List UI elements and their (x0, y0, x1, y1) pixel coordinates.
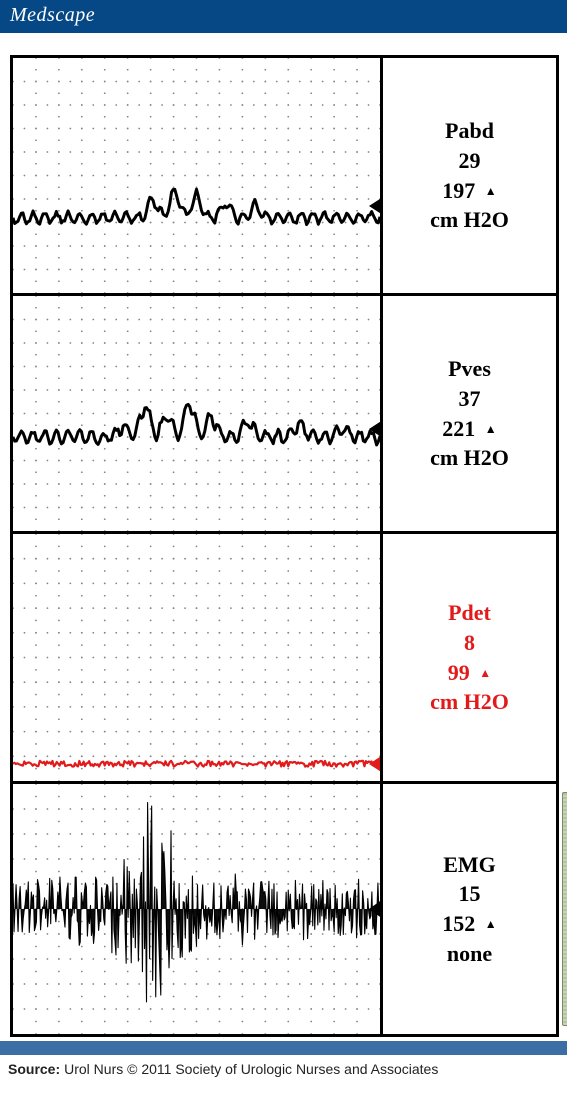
plot-pdet: 1000 (13, 534, 383, 781)
panel-name: Pdet (448, 598, 491, 628)
panel-value: 15 (459, 879, 481, 909)
marker-triangle-icon (369, 420, 383, 438)
source-text: Urol Nurs © 2011 Society of Urologic Nur… (64, 1061, 438, 1077)
caret-up-icon: ▲ (485, 183, 497, 199)
marker-triangle-icon (369, 755, 383, 773)
panel-peak: 152 ▲ (442, 909, 496, 939)
panel-name: Pabd (445, 116, 494, 146)
scrollbar[interactable] (562, 792, 567, 1026)
panel-emg: 118-1180EMG15152 ▲none (13, 784, 556, 1034)
source-prefix: Source: (8, 1061, 60, 1077)
source-row: Source: Urol Nurs © 2011 Society of Urol… (0, 1055, 567, 1081)
chart-container: 1000Pabd29197 ▲cm H2O1000Pves37221 ▲cm H… (10, 55, 559, 1037)
caret-up-icon: ▲ (485, 421, 497, 437)
plot-emg: 118-1180 (13, 784, 383, 1034)
marker-triangle-icon (369, 197, 383, 215)
label-area-pves: Pves37221 ▲cm H2O (383, 296, 556, 531)
label-area-pabd: Pabd29197 ▲cm H2O (383, 58, 556, 293)
label-area-pdet: Pdet899 ▲cm H2O (383, 534, 556, 781)
panel-peak: 99 ▲ (448, 658, 491, 688)
panel-unit: cm H2O (430, 443, 509, 473)
panel-pves: 1000Pves37221 ▲cm H2O (13, 296, 556, 534)
brand-bar: Medscape (0, 0, 567, 33)
panel-value: 29 (459, 146, 481, 176)
divider-bluebar (0, 1041, 567, 1055)
chart-wrap: 1000Pabd29197 ▲cm H2O1000Pves37221 ▲cm H… (0, 33, 567, 1041)
plot-pabd: 1000 (13, 58, 383, 293)
panel-pabd: 1000Pabd29197 ▲cm H2O (13, 58, 556, 296)
marker-speaker-icon (369, 899, 383, 919)
panel-value: 37 (459, 384, 481, 414)
caret-up-icon: ▲ (479, 665, 491, 681)
brand-text: Medscape (10, 4, 95, 26)
panel-unit: cm H2O (430, 687, 509, 717)
panel-unit: cm H2O (430, 205, 509, 235)
panel-value: 8 (464, 628, 475, 658)
label-area-emg: EMG15152 ▲none (383, 784, 556, 1034)
caret-up-icon: ▲ (485, 916, 497, 932)
panel-name: EMG (443, 850, 496, 880)
panel-peak: 221 ▲ (442, 414, 496, 444)
panel-pdet: 1000Pdet899 ▲cm H2O (13, 534, 556, 784)
panel-name: Pves (448, 354, 491, 384)
panel-unit: none (447, 939, 492, 969)
panel-peak: 197 ▲ (442, 176, 496, 206)
plot-pves: 1000 (13, 296, 383, 531)
